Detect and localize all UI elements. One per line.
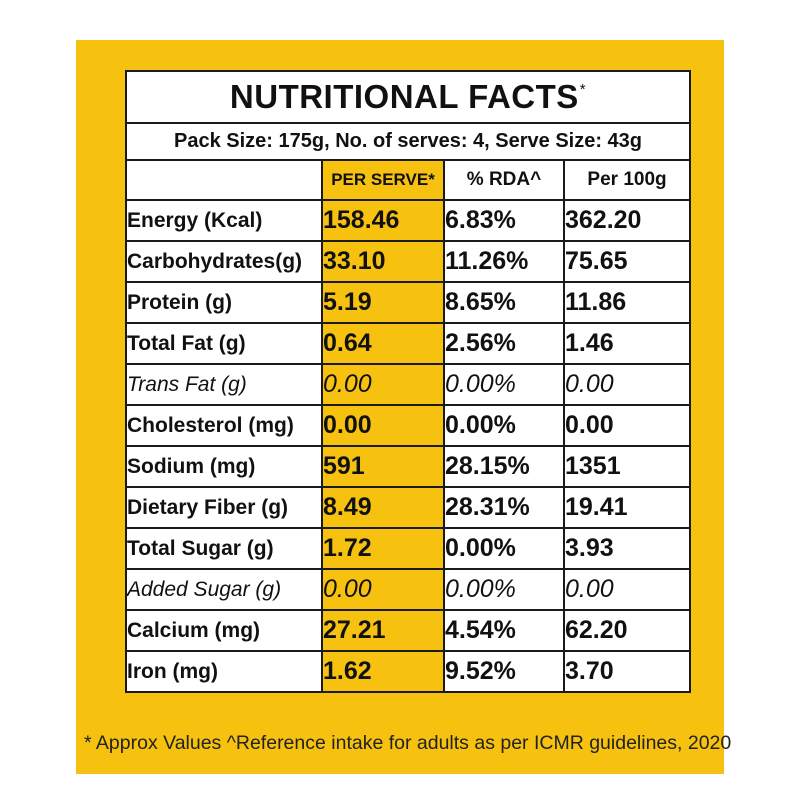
per-100g-value: 0.00	[562, 363, 692, 406]
per-100g-value: 1.46	[562, 322, 692, 365]
nutrient-row: Iron (mg) 1.62 9.52% 3.70	[125, 650, 692, 693]
pack-info: Pack Size: 175g, No. of serves: 4, Serve…	[124, 122, 692, 161]
nutrient-label: Added Sugar (g)	[125, 568, 323, 611]
rda-value: 8.65%	[443, 281, 565, 324]
footnote: * Approx Values ^Reference intake for ad…	[84, 732, 732, 754]
rda-value: 11.26%	[443, 240, 565, 283]
header-rda: % RDA^	[443, 159, 565, 201]
rda-value: 2.56%	[443, 322, 565, 365]
per-serve-value: 0.00	[321, 568, 445, 611]
nutrient-row: Dietary Fiber (g) 8.49 28.31% 19.41	[125, 486, 692, 529]
per-100g-value: 3.93	[562, 527, 692, 570]
nutrient-label: Total Sugar (g)	[125, 527, 323, 570]
nutrient-row: Added Sugar (g) 0.00 0.00% 0.00	[125, 568, 692, 611]
per-serve-value: 27.21	[321, 609, 445, 652]
title-row: NUTRITIONAL FACTS*	[124, 70, 692, 124]
per-serve-value: 5.19	[321, 281, 445, 324]
per-serve-value: 33.10	[321, 240, 445, 283]
rda-value: 4.54%	[443, 609, 565, 652]
nutrient-label: Energy (Kcal)	[125, 199, 323, 242]
rda-value: 28.15%	[443, 445, 565, 488]
per-100g-value: 3.70	[562, 650, 692, 693]
pack-info-row: Pack Size: 175g, No. of serves: 4, Serve…	[124, 122, 692, 161]
column-header-row: PER SERVE* % RDA^ Per 100g	[125, 159, 692, 201]
per-serve-value: 591	[321, 445, 445, 488]
table-title: NUTRITIONAL FACTS*	[124, 70, 692, 124]
per-serve-value: 1.72	[321, 527, 445, 570]
per-100g-value: 0.00	[562, 404, 692, 447]
per-100g-value: 1351	[562, 445, 692, 488]
nutrient-row: Sodium (mg) 591 28.15% 1351	[125, 445, 692, 488]
header-per-100g: Per 100g	[562, 159, 692, 201]
nutrient-label: Cholesterol (mg)	[125, 404, 323, 447]
nutrition-facts-table: NUTRITIONAL FACTS* Pack Size: 175g, No. …	[124, 70, 692, 693]
per-serve-value: 1.62	[321, 650, 445, 693]
nutrient-label: Protein (g)	[125, 281, 323, 324]
per-100g-value: 11.86	[562, 281, 692, 324]
nutrient-row: Trans Fat (g) 0.00 0.00% 0.00	[125, 363, 692, 406]
header-blank-cell	[125, 159, 323, 201]
per-100g-value: 0.00	[562, 568, 692, 611]
per-serve-value: 0.00	[321, 404, 445, 447]
nutrient-label: Total Fat (g)	[125, 322, 323, 365]
nutrient-row: Carbohydrates(g) 33.10 11.26% 75.65	[125, 240, 692, 283]
rda-value: 28.31%	[443, 486, 565, 529]
per-serve-value: 8.49	[321, 486, 445, 529]
nutrient-label: Calcium (mg)	[125, 609, 323, 652]
nutrient-label: Iron (mg)	[125, 650, 323, 693]
nutrient-label: Sodium (mg)	[125, 445, 323, 488]
per-serve-value: 0.00	[321, 363, 445, 406]
rda-value: 0.00%	[443, 404, 565, 447]
title-text: NUTRITIONAL FACTS	[229, 78, 579, 115]
per-100g-value: 362.20	[562, 199, 692, 242]
per-serve-value: 158.46	[321, 199, 445, 242]
per-100g-value: 75.65	[562, 240, 692, 283]
nutrient-row: Protein (g) 5.19 8.65% 11.86	[125, 281, 692, 324]
nutrient-row: Calcium (mg) 27.21 4.54% 62.20	[125, 609, 692, 652]
rda-value: 0.00%	[443, 363, 565, 406]
nutrient-label: Trans Fat (g)	[125, 363, 323, 406]
rda-value: 0.00%	[443, 568, 565, 611]
per-100g-value: 19.41	[562, 486, 692, 529]
header-per-serve: PER SERVE*	[321, 159, 445, 201]
nutrient-row: Total Fat (g) 0.64 2.56% 1.46	[125, 322, 692, 365]
nutrient-row: Cholesterol (mg) 0.00 0.00% 0.00	[125, 404, 692, 447]
per-serve-value: 0.64	[321, 322, 445, 365]
rda-value: 0.00%	[443, 527, 565, 570]
nutrient-row: Energy (Kcal) 158.46 6.83% 362.20	[125, 199, 692, 242]
nutrient-row: Total Sugar (g) 1.72 0.00% 3.93	[125, 527, 692, 570]
nutrient-label: Carbohydrates(g)	[125, 240, 323, 283]
rda-value: 9.52%	[443, 650, 565, 693]
rda-value: 6.83%	[443, 199, 565, 242]
nutrient-label: Dietary Fiber (g)	[125, 486, 323, 529]
title-asterisk: *	[579, 81, 587, 98]
per-100g-value: 62.20	[562, 609, 692, 652]
